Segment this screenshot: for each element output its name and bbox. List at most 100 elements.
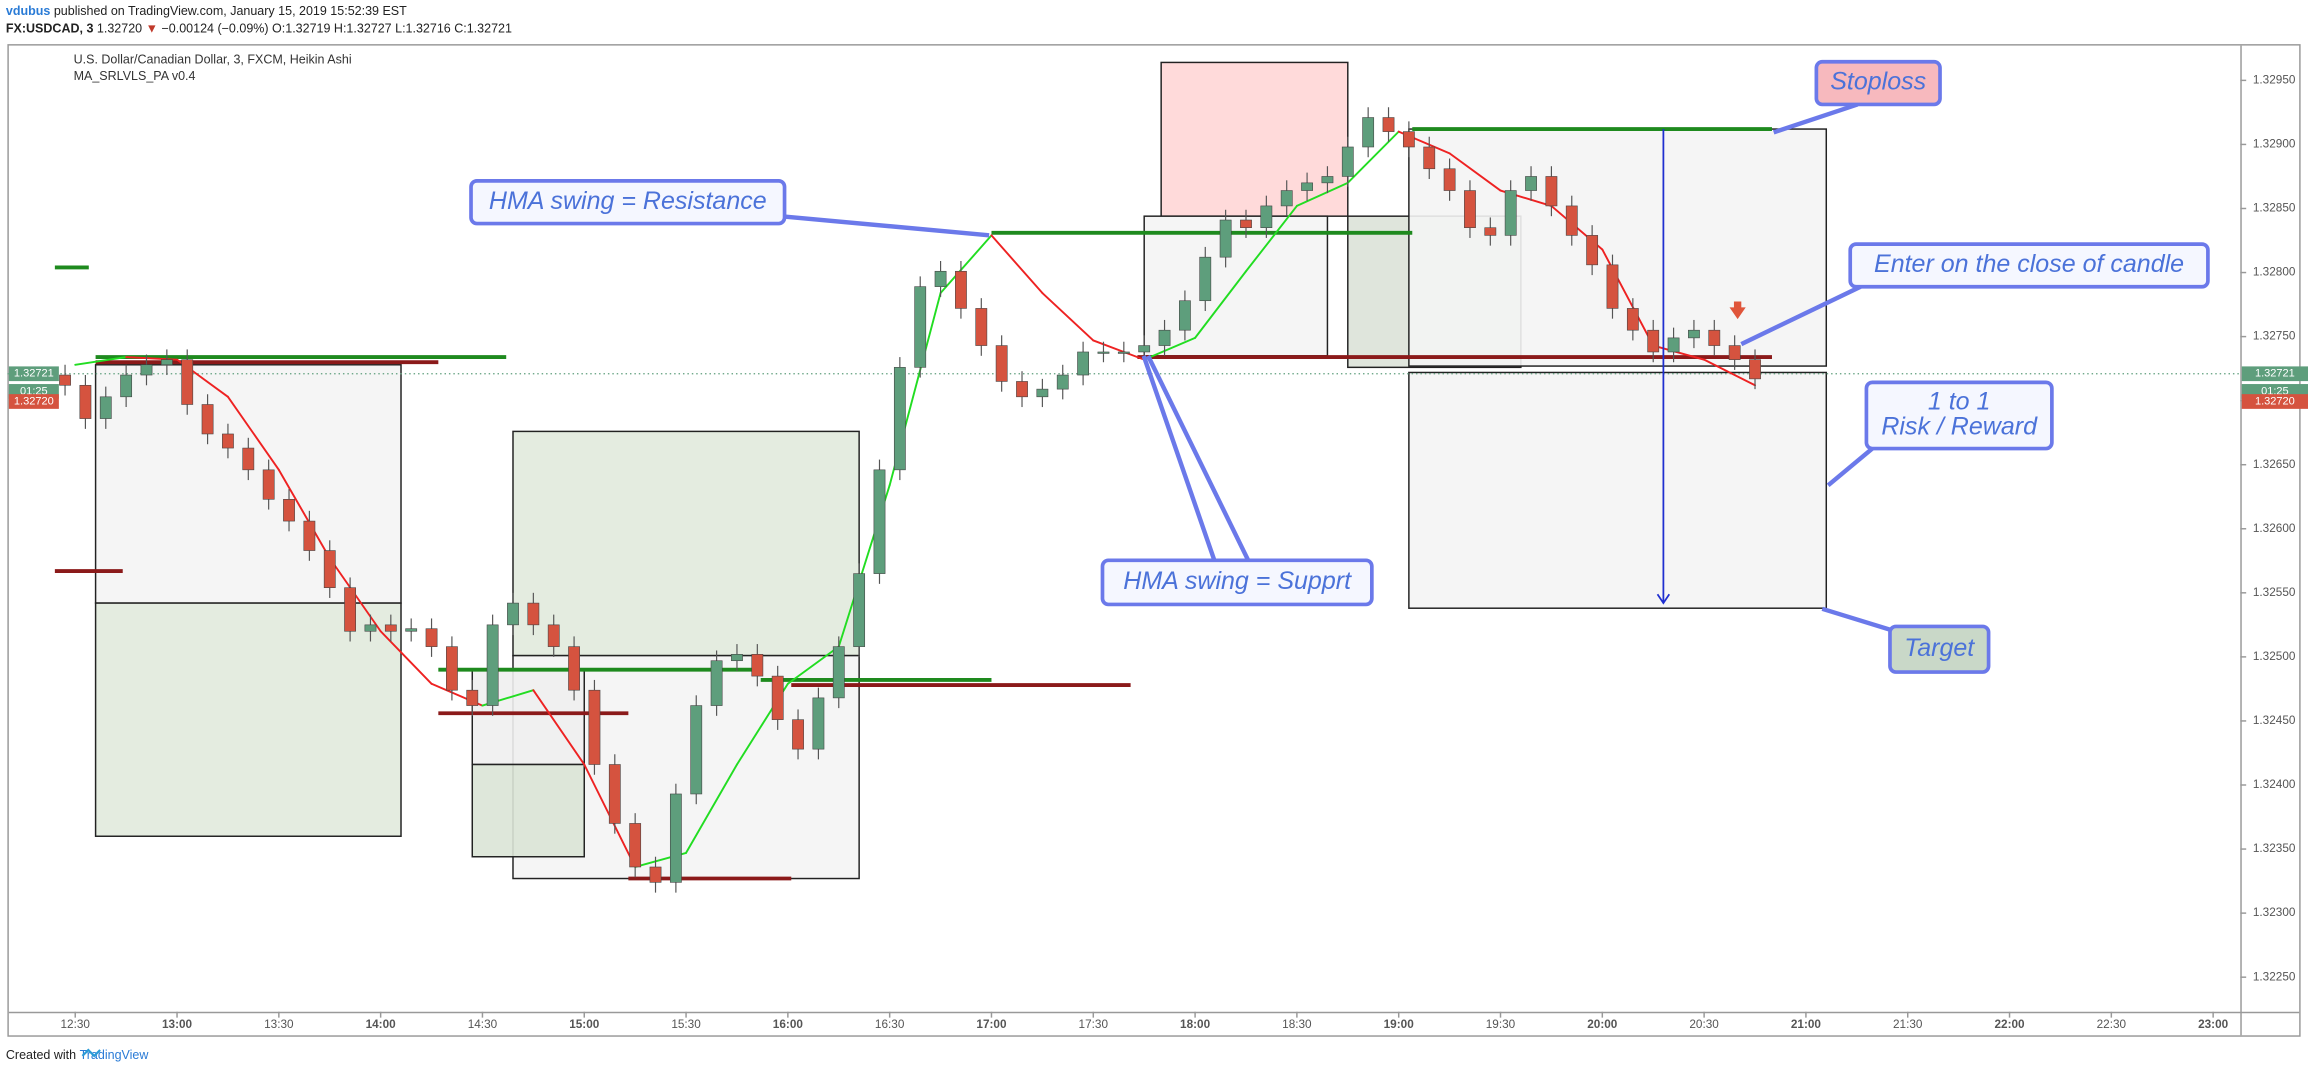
header-line: vdubus published on TradingView.com, Jan… bbox=[6, 4, 407, 18]
published: published on TradingView.com, January 15… bbox=[54, 4, 407, 18]
annotation-box bbox=[1814, 59, 1942, 107]
candle-body bbox=[873, 469, 886, 574]
x-tick-label: 21:00 bbox=[1791, 1018, 1822, 1031]
down-icon: ▼ bbox=[146, 22, 158, 36]
hma-line bbox=[379, 630, 433, 685]
zone bbox=[512, 430, 860, 657]
candle-body bbox=[731, 654, 743, 662]
candle-body bbox=[1504, 190, 1517, 236]
candle-body bbox=[608, 764, 621, 824]
candle-body bbox=[812, 697, 825, 750]
x-tick-label: 22:30 bbox=[2097, 1018, 2127, 1031]
candle-body bbox=[1525, 176, 1537, 191]
y-tick-label: 1.32900 bbox=[2253, 138, 2296, 151]
candle-body bbox=[486, 624, 499, 706]
hma-line bbox=[1194, 270, 1247, 339]
hma-line bbox=[1448, 152, 1502, 192]
candle-body bbox=[669, 793, 682, 883]
zone bbox=[1160, 61, 1349, 217]
candle-body bbox=[832, 646, 845, 699]
candle-body bbox=[1158, 329, 1171, 346]
candle-body bbox=[1626, 308, 1639, 331]
zone bbox=[1408, 371, 1828, 609]
candle-body bbox=[201, 404, 214, 435]
candle-body bbox=[853, 573, 866, 647]
hma-line bbox=[1245, 204, 1298, 273]
candle-body bbox=[1402, 131, 1415, 148]
candle-body bbox=[140, 364, 153, 376]
change: −0.00124 (−0.09%) bbox=[161, 22, 268, 36]
arrow-head bbox=[1656, 593, 1671, 605]
hma-line bbox=[1041, 292, 1095, 342]
y-tick-label: 1.32650 bbox=[2253, 458, 2296, 471]
y-tick-label: 1.32800 bbox=[2253, 266, 2296, 279]
candle-body bbox=[344, 587, 356, 632]
hma-line bbox=[1652, 344, 1706, 361]
x-tick-label: 20:00 bbox=[1587, 1018, 1618, 1031]
hma-line bbox=[1295, 181, 1349, 207]
zone bbox=[471, 763, 585, 858]
price-label-bg bbox=[8, 366, 59, 382]
candle-body bbox=[1077, 351, 1089, 376]
annotation-box bbox=[1888, 624, 1991, 674]
x-tick-label: 22:00 bbox=[1994, 1018, 2025, 1031]
candle-body bbox=[1484, 227, 1497, 236]
candle-body bbox=[303, 520, 316, 551]
candle-body bbox=[1728, 345, 1741, 360]
annotation-box bbox=[469, 179, 787, 226]
candle-body bbox=[323, 550, 336, 588]
candle-body bbox=[1362, 117, 1375, 148]
candle-body bbox=[1545, 176, 1558, 207]
annotation-box bbox=[1848, 242, 2210, 289]
hma-line bbox=[74, 356, 128, 366]
candle-body bbox=[588, 689, 601, 765]
candle-body bbox=[1016, 381, 1028, 398]
y-tick-label: 1.32300 bbox=[2253, 906, 2296, 919]
candle-body bbox=[751, 654, 764, 677]
x-tick-label: 15:00 bbox=[569, 1018, 600, 1031]
candle-body bbox=[629, 823, 642, 868]
candle-body bbox=[1708, 329, 1721, 346]
y-tick-label: 1.32850 bbox=[2253, 202, 2296, 215]
annotation-text: Enter on the close of candle bbox=[1874, 250, 2184, 278]
annotation-box bbox=[1100, 558, 1374, 607]
user[interactable]: vdubus bbox=[6, 4, 51, 18]
annotation-text: HMA swing = Supprt bbox=[1123, 567, 1352, 595]
candle-body bbox=[527, 602, 540, 626]
hma-line bbox=[1092, 339, 1146, 361]
candle-body bbox=[1382, 117, 1395, 132]
x-tick-label: 13:30 bbox=[264, 1018, 294, 1031]
candle-body bbox=[507, 602, 519, 626]
annotation-text: HMA swing = Resistance bbox=[489, 187, 767, 215]
axes: 1.32250 1.32300 1.32350 1.32400 1.32450 1.325… bbox=[8, 73, 2308, 1031]
candle-body bbox=[792, 719, 804, 750]
candle-body bbox=[384, 624, 397, 632]
hma-line bbox=[685, 763, 738, 854]
symbol: FX:USDCAD, 3 bbox=[6, 22, 94, 36]
candle-body bbox=[283, 499, 295, 522]
candle-body bbox=[242, 447, 255, 471]
countdown: 01:25 bbox=[20, 385, 48, 397]
x-tick-label: 14:00 bbox=[366, 1018, 397, 1031]
x-tick-label: 15:30 bbox=[671, 1018, 701, 1031]
annotation-pointer bbox=[779, 213, 990, 238]
created-with: Created with bbox=[6, 1048, 76, 1062]
candle-body bbox=[181, 359, 194, 405]
candle-body bbox=[1667, 337, 1680, 353]
candle-body bbox=[425, 628, 438, 647]
y-tick-label: 1.32600 bbox=[2253, 522, 2296, 535]
y-tick-label: 1.32750 bbox=[2253, 330, 2296, 343]
last: 1.32720 bbox=[97, 22, 142, 36]
candle-body bbox=[1647, 329, 1660, 353]
candle-body bbox=[1301, 182, 1313, 191]
hma-line bbox=[990, 234, 1044, 294]
y-tick-label: 1.32250 bbox=[2253, 970, 2296, 983]
brand-logo bbox=[81, 1048, 101, 1058]
chart-frame bbox=[7, 44, 2301, 1037]
candle-body bbox=[1056, 374, 1069, 390]
annotation-pointer bbox=[1146, 354, 1251, 562]
hma-line bbox=[125, 356, 178, 361]
x-tick-label: 13:00 bbox=[162, 1018, 193, 1031]
candle-body bbox=[1280, 190, 1293, 207]
candle-body bbox=[1117, 351, 1130, 354]
